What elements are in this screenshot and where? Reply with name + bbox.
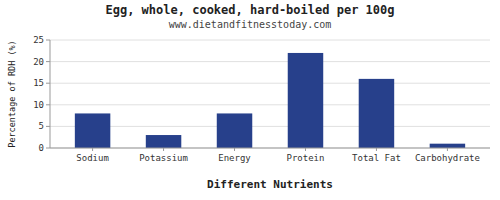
- y-label: Percentage of RDH (%): [7, 40, 17, 147]
- grid: [50, 40, 490, 148]
- y-tick-label: 15: [33, 78, 44, 88]
- x-tick: [305, 148, 306, 151]
- x-tick: [376, 148, 377, 151]
- x-tick-label: Total Fat: [352, 153, 401, 163]
- bar: [288, 53, 323, 148]
- x-tick: [234, 148, 235, 151]
- grid-line: [50, 61, 490, 62]
- x-tick: [163, 148, 164, 151]
- y-tick: [46, 61, 50, 62]
- x-tick: [92, 148, 93, 151]
- x-tick-label: Sodium: [76, 153, 109, 163]
- bar: [75, 113, 110, 148]
- y-tick-label: 10: [33, 100, 44, 110]
- x-tick: [447, 148, 448, 151]
- x-axis-line: [50, 148, 490, 149]
- y-tick-label: 20: [33, 57, 44, 67]
- y-tick: [46, 126, 50, 127]
- y-tick-label: 0: [39, 143, 44, 153]
- grid-line: [50, 83, 490, 84]
- title: Egg, whole, cooked, hard-boiled per 100g: [106, 3, 395, 17]
- y-tick: [46, 83, 50, 84]
- y-tick: [46, 104, 50, 105]
- bars: [75, 53, 465, 148]
- subtitle: www.dietandfitnesstoday.com: [169, 19, 332, 30]
- x-label: Different Nutrients: [207, 178, 333, 191]
- y-tick: [46, 148, 50, 149]
- y-axis: 0 5 10 15 20 25: [33, 35, 50, 153]
- x-tick-label: Energy: [218, 153, 251, 163]
- grid-line: [50, 126, 490, 127]
- x-tick-label: Protein: [287, 153, 325, 163]
- bar: [146, 135, 181, 148]
- bar: [359, 79, 394, 148]
- y-tick-label: 5: [39, 121, 44, 131]
- grid-line: [50, 40, 490, 41]
- grid-line: [50, 104, 490, 105]
- x-tick-label: Potassium: [139, 153, 188, 163]
- y-tick: [46, 40, 50, 41]
- chart: Egg, whole, cooked, hard-boiled per 100g…: [0, 0, 500, 200]
- bar: [430, 144, 465, 148]
- x-tick-label: Carbohydrate: [415, 153, 480, 163]
- bar: [217, 113, 252, 148]
- y-axis-line: [50, 40, 51, 148]
- x-axis: Sodium Potassium Energy Protein Total Fat Car…: [76, 148, 480, 163]
- y-tick-label: 25: [33, 35, 44, 45]
- grid-line: [50, 148, 490, 149]
